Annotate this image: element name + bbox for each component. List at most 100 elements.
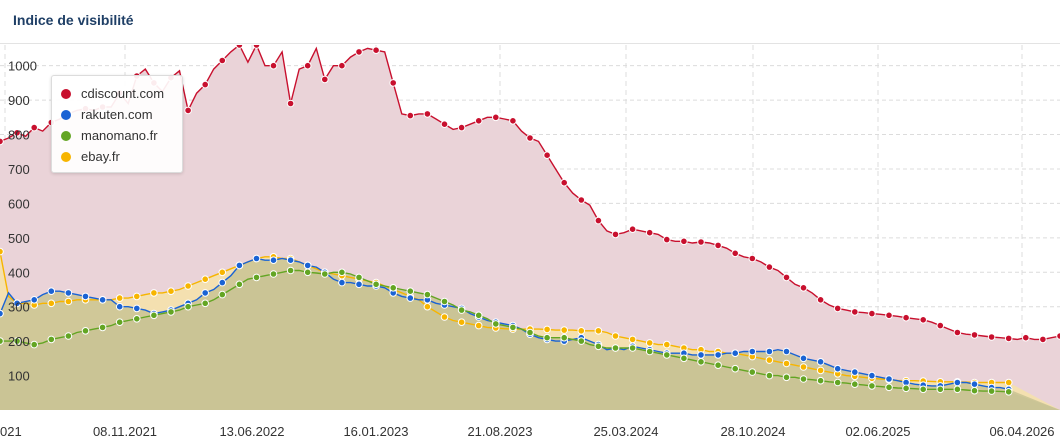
point-manomano-fr[interactable]	[0, 337, 4, 345]
point-ebay-fr[interactable]	[611, 332, 620, 340]
point-rakuten-com[interactable]	[218, 278, 227, 287]
point-rakuten-com[interactable]	[47, 287, 56, 295]
point-ebay-fr[interactable]	[218, 268, 227, 277]
point-rakuten-com[interactable]	[30, 296, 39, 304]
point-ebay-fr[interactable]	[799, 363, 808, 371]
point-cdiscount-com[interactable]	[252, 45, 261, 49]
legend-item-cdiscount[interactable]: cdiscount.com	[61, 83, 182, 104]
point-ebay-fr[interactable]	[765, 356, 774, 364]
point-manomano-fr[interactable]	[338, 268, 346, 277]
point-rakuten-com[interactable]	[81, 292, 90, 301]
point-manomano-fr[interactable]	[868, 382, 876, 390]
point-manomano-fr[interactable]	[406, 287, 415, 295]
point-cdiscount-com[interactable]	[782, 273, 791, 282]
point-manomano-fr[interactable]	[902, 384, 910, 393]
point-cdiscount-com[interactable]	[936, 321, 945, 330]
point-manomano-fr[interactable]	[748, 368, 757, 376]
point-cdiscount-com[interactable]	[970, 331, 979, 339]
point-cdiscount-com[interactable]	[423, 110, 432, 118]
point-manomano-fr[interactable]	[474, 311, 483, 320]
point-manomano-fr[interactable]	[252, 273, 261, 282]
legend-item-manomano[interactable]: manomano.fr	[61, 125, 182, 146]
point-cdiscount-com[interactable]	[611, 230, 620, 239]
point-manomano-fr[interactable]	[885, 383, 893, 392]
point-cdiscount-com[interactable]	[833, 304, 842, 313]
point-ebay-fr[interactable]	[457, 318, 466, 327]
point-ebay-fr[interactable]	[201, 275, 209, 283]
point-cdiscount-com[interactable]	[1004, 334, 1013, 343]
point-cdiscount-com[interactable]	[560, 178, 569, 187]
point-rakuten-com[interactable]	[799, 354, 808, 363]
legend-item-ebay[interactable]: ebay.fr	[61, 146, 182, 167]
point-rakuten-com[interactable]	[115, 302, 124, 311]
point-manomano-fr[interactable]	[321, 270, 329, 278]
point-manomano-fr[interactable]	[577, 337, 586, 345]
point-rakuten-com[interactable]	[868, 371, 876, 380]
point-cdiscount-com[interactable]	[372, 46, 380, 54]
point-rakuten-com[interactable]	[816, 358, 825, 366]
point-cdiscount-com[interactable]	[184, 106, 192, 115]
point-manomano-fr[interactable]	[81, 327, 90, 335]
point-cdiscount-com[interactable]	[201, 80, 209, 89]
point-ebay-fr[interactable]	[150, 289, 158, 297]
point-rakuten-com[interactable]	[133, 304, 141, 313]
point-cdiscount-com[interactable]	[355, 48, 363, 56]
point-manomano-fr[interactable]	[372, 280, 380, 289]
point-manomano-fr[interactable]	[936, 385, 945, 394]
point-manomano-fr[interactable]	[851, 380, 859, 389]
point-rakuten-com[interactable]	[13, 299, 21, 308]
point-manomano-fr[interactable]	[201, 299, 209, 308]
point-cdiscount-com[interactable]	[218, 56, 227, 65]
point-rakuten-com[interactable]	[953, 378, 962, 387]
point-cdiscount-com[interactable]	[440, 120, 449, 128]
point-manomano-fr[interactable]	[1004, 388, 1013, 396]
point-manomano-fr[interactable]	[30, 340, 39, 349]
point-manomano-fr[interactable]	[235, 280, 244, 289]
point-cdiscount-com[interactable]	[731, 249, 740, 258]
point-rakuten-com[interactable]	[851, 368, 859, 376]
point-ebay-fr[interactable]	[663, 340, 671, 349]
point-cdiscount-com[interactable]	[953, 328, 962, 337]
point-ebay-fr[interactable]	[440, 313, 449, 321]
point-cdiscount-com[interactable]	[338, 61, 346, 70]
point-rakuten-com[interactable]	[765, 347, 774, 356]
point-ebay-fr[interactable]	[423, 302, 432, 311]
point-ebay-fr[interactable]	[577, 327, 586, 335]
point-cdiscount-com[interactable]	[577, 196, 586, 204]
point-cdiscount-com[interactable]	[303, 61, 312, 70]
point-manomano-fr[interactable]	[731, 364, 740, 373]
point-ebay-fr[interactable]	[560, 326, 569, 334]
point-cdiscount-com[interactable]	[714, 241, 722, 250]
point-rakuten-com[interactable]	[697, 351, 705, 359]
point-rakuten-com[interactable]	[833, 364, 842, 373]
point-cdiscount-com[interactable]	[0, 137, 4, 146]
point-ebay-fr[interactable]	[594, 327, 603, 335]
point-ebay-fr[interactable]	[782, 359, 791, 368]
point-manomano-fr[interactable]	[269, 270, 278, 278]
point-manomano-fr[interactable]	[970, 386, 979, 395]
point-ebay-fr[interactable]	[133, 292, 141, 301]
point-manomano-fr[interactable]	[663, 351, 671, 359]
point-manomano-fr[interactable]	[833, 378, 842, 387]
point-manomano-fr[interactable]	[560, 333, 569, 342]
point-rakuten-com[interactable]	[782, 347, 791, 356]
point-cdiscount-com[interactable]	[406, 111, 415, 120]
point-rakuten-com[interactable]	[970, 380, 979, 389]
point-ebay-fr[interactable]	[1004, 378, 1013, 387]
point-manomano-fr[interactable]	[509, 323, 517, 332]
point-manomano-fr[interactable]	[611, 344, 620, 352]
point-cdiscount-com[interactable]	[645, 228, 654, 237]
point-manomano-fr[interactable]	[98, 323, 107, 332]
point-manomano-fr[interactable]	[765, 371, 774, 380]
point-cdiscount-com[interactable]	[919, 316, 928, 324]
point-manomano-fr[interactable]	[543, 333, 551, 342]
point-manomano-fr[interactable]	[133, 315, 141, 323]
point-manomano-fr[interactable]	[782, 373, 791, 382]
point-cdiscount-com[interactable]	[902, 313, 910, 322]
point-cdiscount-com[interactable]	[594, 216, 603, 225]
point-manomano-fr[interactable]	[645, 347, 654, 356]
point-ebay-fr[interactable]	[816, 366, 825, 375]
point-manomano-fr[interactable]	[218, 290, 227, 299]
point-rakuten-com[interactable]	[286, 256, 295, 264]
point-cdiscount-com[interactable]	[748, 254, 757, 263]
